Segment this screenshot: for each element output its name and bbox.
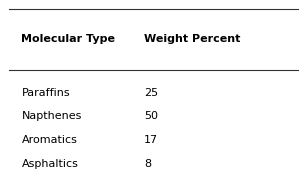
Text: Napthenes: Napthenes: [21, 111, 82, 121]
Text: Paraffins: Paraffins: [21, 88, 70, 98]
Text: Asphaltics: Asphaltics: [21, 159, 78, 169]
Text: Molecular Type: Molecular Type: [21, 33, 115, 44]
Text: 17: 17: [144, 135, 158, 145]
Text: Aromatics: Aromatics: [21, 135, 77, 145]
Text: 25: 25: [144, 88, 158, 98]
Text: Weight Percent: Weight Percent: [144, 33, 241, 44]
Text: 50: 50: [144, 111, 158, 121]
Text: 8: 8: [144, 159, 151, 169]
